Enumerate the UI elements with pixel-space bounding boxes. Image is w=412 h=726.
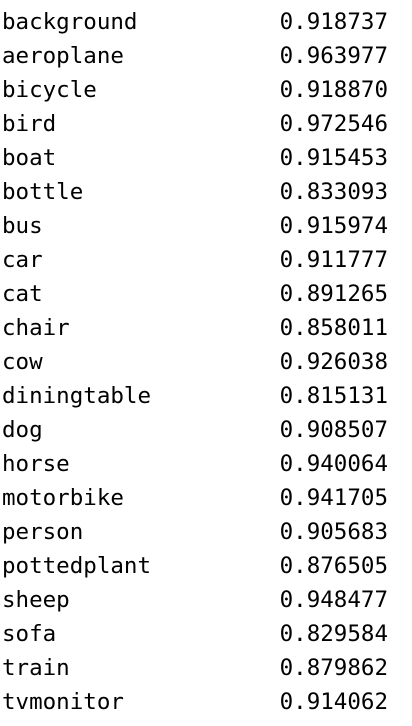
class-score: 0.815131 bbox=[279, 383, 388, 409]
class-score: 0.876505 bbox=[279, 553, 388, 579]
class-label: cow bbox=[2, 349, 43, 375]
class-row-sofa: sofa 0.829584 bbox=[2, 617, 402, 651]
class-label: background bbox=[2, 9, 138, 35]
class-label: tvmonitor bbox=[2, 689, 124, 715]
class-score: 0.926038 bbox=[279, 349, 388, 375]
class-score: 0.948477 bbox=[279, 587, 388, 613]
class-score: 0.911777 bbox=[279, 247, 388, 273]
class-score: 0.858011 bbox=[279, 315, 388, 341]
class-label: bottle bbox=[2, 179, 84, 205]
class-row-sheep: sheep 0.948477 bbox=[2, 583, 402, 617]
class-label: person bbox=[2, 519, 84, 545]
class-score: 0.915453 bbox=[279, 145, 388, 171]
class-label: train bbox=[2, 655, 70, 681]
class-label: bus bbox=[2, 213, 43, 239]
class-label: sheep bbox=[2, 587, 70, 613]
class-score: 0.908507 bbox=[279, 417, 388, 443]
class-row-bus: bus 0.915974 bbox=[2, 209, 402, 243]
class-score: 0.972546 bbox=[279, 111, 388, 137]
class-label: diningtable bbox=[2, 383, 152, 409]
class-row-train: train 0.879862 bbox=[2, 651, 402, 685]
class-score: 0.905683 bbox=[279, 519, 388, 545]
class-score: 0.829584 bbox=[279, 621, 388, 647]
class-label: chair bbox=[2, 315, 70, 341]
class-label: pottedplant bbox=[2, 553, 152, 579]
class-label: cat bbox=[2, 281, 43, 307]
class-label: sofa bbox=[2, 621, 57, 647]
class-score: 0.914062 bbox=[279, 689, 388, 715]
class-score: 0.833093 bbox=[279, 179, 388, 205]
class-score: 0.918737 bbox=[279, 9, 388, 35]
class-row-dog: dog 0.908507 bbox=[2, 413, 402, 447]
class-row-boat: boat 0.915453 bbox=[2, 141, 402, 175]
class-label: motorbike bbox=[2, 485, 124, 511]
class-row-car: car 0.911777 bbox=[2, 243, 402, 277]
class-row-background: background 0.918737 bbox=[2, 5, 402, 39]
class-label: aeroplane bbox=[2, 43, 124, 69]
class-row-cow: cow 0.926038 bbox=[2, 345, 402, 379]
class-label: dog bbox=[2, 417, 43, 443]
class-score: 0.940064 bbox=[279, 451, 388, 477]
class-row-person: person 0.905683 bbox=[2, 515, 402, 549]
class-row-diningtable: diningtable 0.815131 bbox=[2, 379, 402, 413]
class-row-bird: bird 0.972546 bbox=[2, 107, 402, 141]
class-score: 0.915974 bbox=[279, 213, 388, 239]
class-row-horse: horse 0.940064 bbox=[2, 447, 402, 481]
class-row-bottle: bottle 0.833093 bbox=[2, 175, 402, 209]
class-score: 0.879862 bbox=[279, 655, 388, 681]
class-label: car bbox=[2, 247, 43, 273]
class-row-pottedplant: pottedplant 0.876505 bbox=[2, 549, 402, 583]
class-label: boat bbox=[2, 145, 57, 171]
class-row-tvmonitor: tvmonitor 0.914062 bbox=[2, 685, 402, 719]
class-row-motorbike: motorbike 0.941705 bbox=[2, 481, 402, 515]
class-score: 0.918870 bbox=[279, 77, 388, 103]
class-row-cat: cat 0.891265 bbox=[2, 277, 402, 311]
class-row-chair: chair 0.858011 bbox=[2, 311, 402, 345]
class-score: 0.941705 bbox=[279, 485, 388, 511]
class-row-aeroplane: aeroplane 0.963977 bbox=[2, 39, 402, 73]
class-score-list: background 0.918737 aeroplane 0.963977 b… bbox=[2, 5, 402, 719]
class-label: bicycle bbox=[2, 77, 97, 103]
class-label: horse bbox=[2, 451, 70, 477]
class-score: 0.963977 bbox=[279, 43, 388, 69]
class-score: 0.891265 bbox=[279, 281, 388, 307]
class-label: bird bbox=[2, 111, 57, 137]
class-row-bicycle: bicycle 0.918870 bbox=[2, 73, 402, 107]
